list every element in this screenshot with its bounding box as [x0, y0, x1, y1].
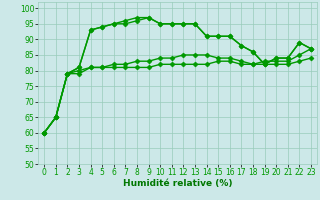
X-axis label: Humidité relative (%): Humidité relative (%) [123, 179, 232, 188]
